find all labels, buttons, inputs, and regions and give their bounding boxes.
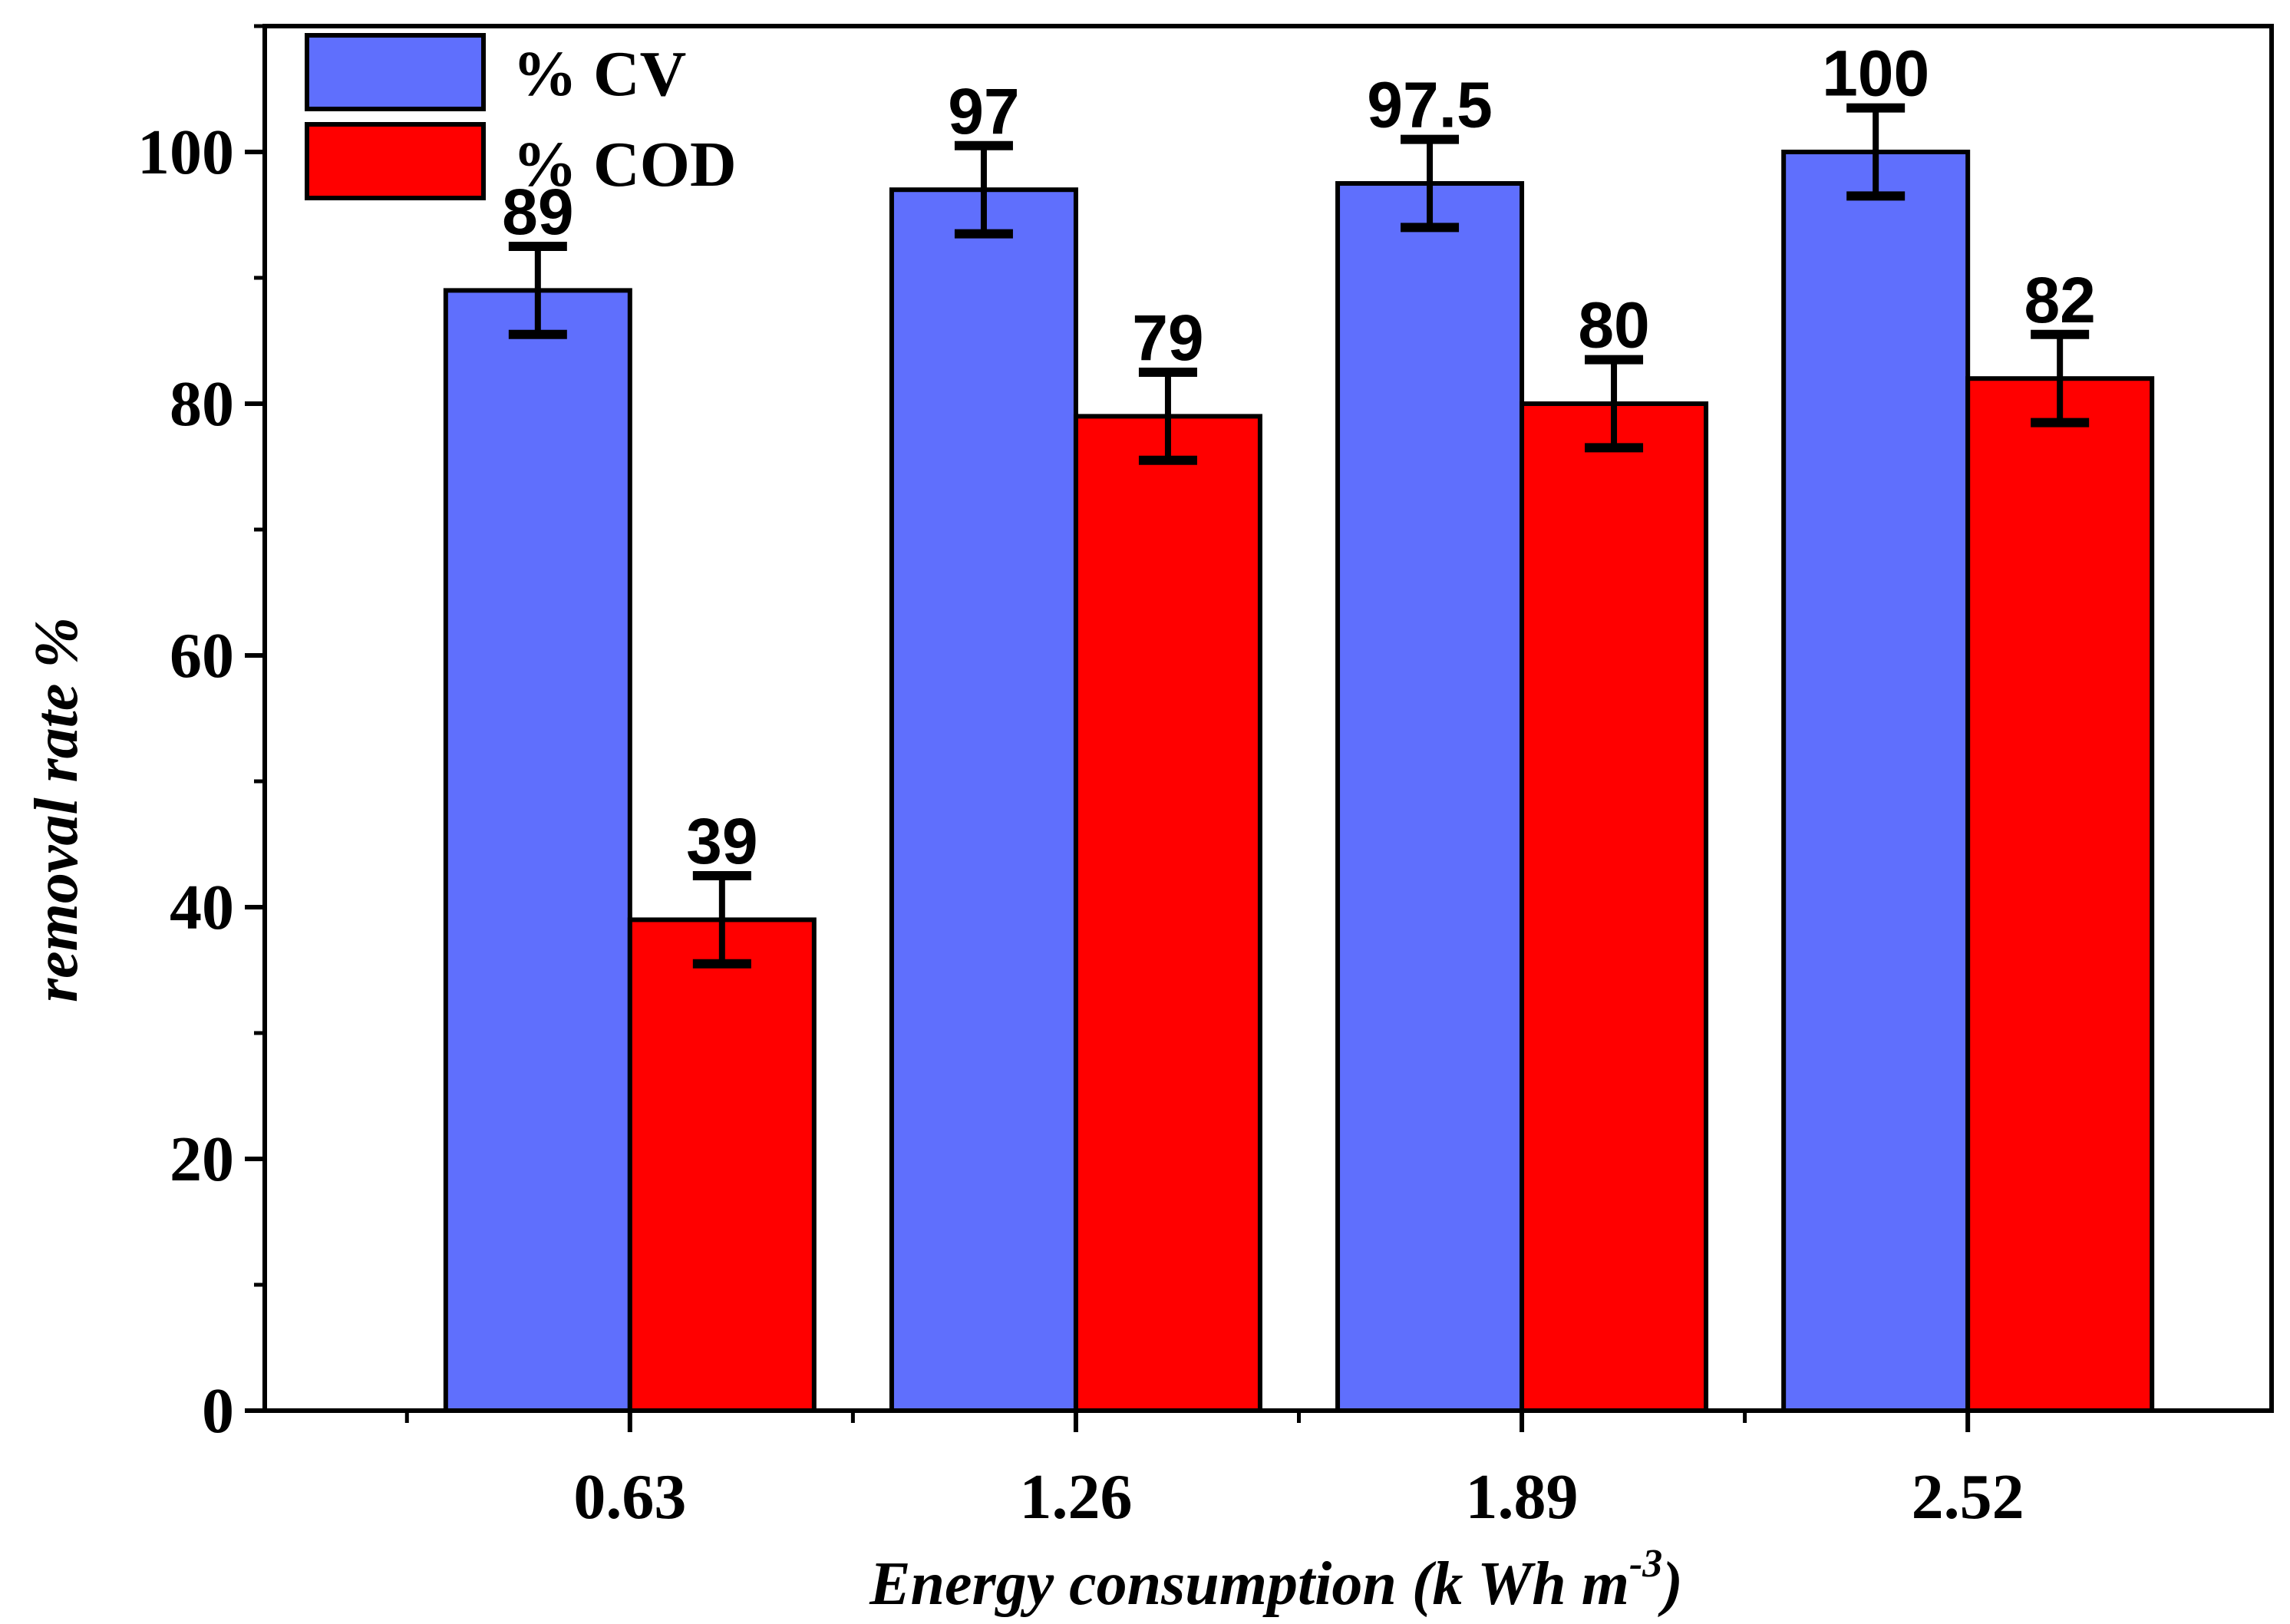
y-axis-title: removal rate % [23, 617, 91, 1002]
bar-cv [443, 288, 632, 1413]
y-tick-label: 60 [170, 620, 234, 692]
legend-swatch-cv [305, 33, 486, 111]
bar-cv [1335, 181, 1525, 1413]
bar-cv [889, 187, 1078, 1414]
x-tick-label: 1.26 [1019, 1461, 1132, 1533]
data-label: 80 [1578, 289, 1649, 361]
bar-cv [1781, 150, 1971, 1413]
y-tick-label: 100 [137, 117, 234, 188]
x-tick-label: 2.52 [1912, 1461, 2024, 1533]
bar-cod [1520, 401, 1709, 1413]
y-tick-label: 20 [170, 1124, 234, 1195]
data-label: 39 [686, 805, 757, 877]
data-label: 100 [1822, 38, 1929, 110]
data-label: 97.5 [1367, 69, 1493, 141]
plot-frame [262, 24, 2274, 1413]
data-label: 97 [948, 75, 1019, 147]
legend: % CV % COD [305, 33, 737, 200]
data-label: 89 [502, 176, 573, 248]
x-tick-label: 1.89 [1466, 1461, 1579, 1533]
bar-cod [1073, 414, 1262, 1413]
legend-label-cv: % CV [513, 38, 686, 110]
legend-label-cod: % COD [513, 129, 737, 200]
y-tick-label: 0 [202, 1375, 234, 1447]
data-label: 82 [2024, 264, 2095, 336]
legend-swatch-cod [305, 122, 486, 200]
plot-area: 0 20 40 60 80 100 0.63 89 39 1.26 97 79 1.89 97.5 80 2.… [137, 24, 2274, 1533]
y-tick-label: 40 [170, 872, 234, 943]
y-tick-label: 80 [170, 368, 234, 440]
x-axis-title: Energy consumption (k Wh m-3) [869, 1542, 1683, 1618]
bar-cod [627, 917, 817, 1413]
x-tick-label: 0.63 [573, 1461, 686, 1533]
bar-cod [1965, 376, 2155, 1414]
data-label: 79 [1132, 302, 1203, 374]
